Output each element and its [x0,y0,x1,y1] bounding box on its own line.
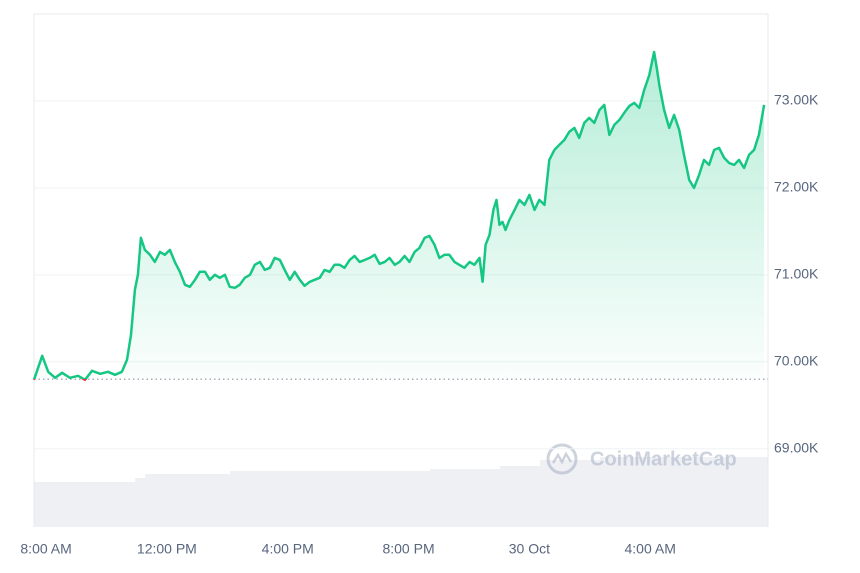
watermark-logo [546,443,578,475]
x-tick-label: 30 Oct [509,541,550,557]
watermark-logo-mark [551,451,573,465]
volume-backdrop [34,457,768,527]
x-tick-label: 8:00 PM [382,541,434,557]
y-tick-label: 69.00K [774,439,819,455]
y-tick-label: 72.00K [774,179,819,195]
watermark-text: CoinMarketCap [590,448,737,470]
x-tick-label: 4:00 PM [262,541,314,557]
y-tick-label: 73.00K [774,92,819,108]
watermark: CoinMarketCap [546,443,737,475]
x-tick-label: 8:00 AM [20,541,71,557]
x-tick-label: 12:00 PM [137,541,197,557]
y-tick-label: 71.00K [774,266,819,282]
price-line [32,50,766,382]
x-tick-label: 4:00 AM [625,541,676,557]
y-tick-label: 70.00K [774,352,819,368]
